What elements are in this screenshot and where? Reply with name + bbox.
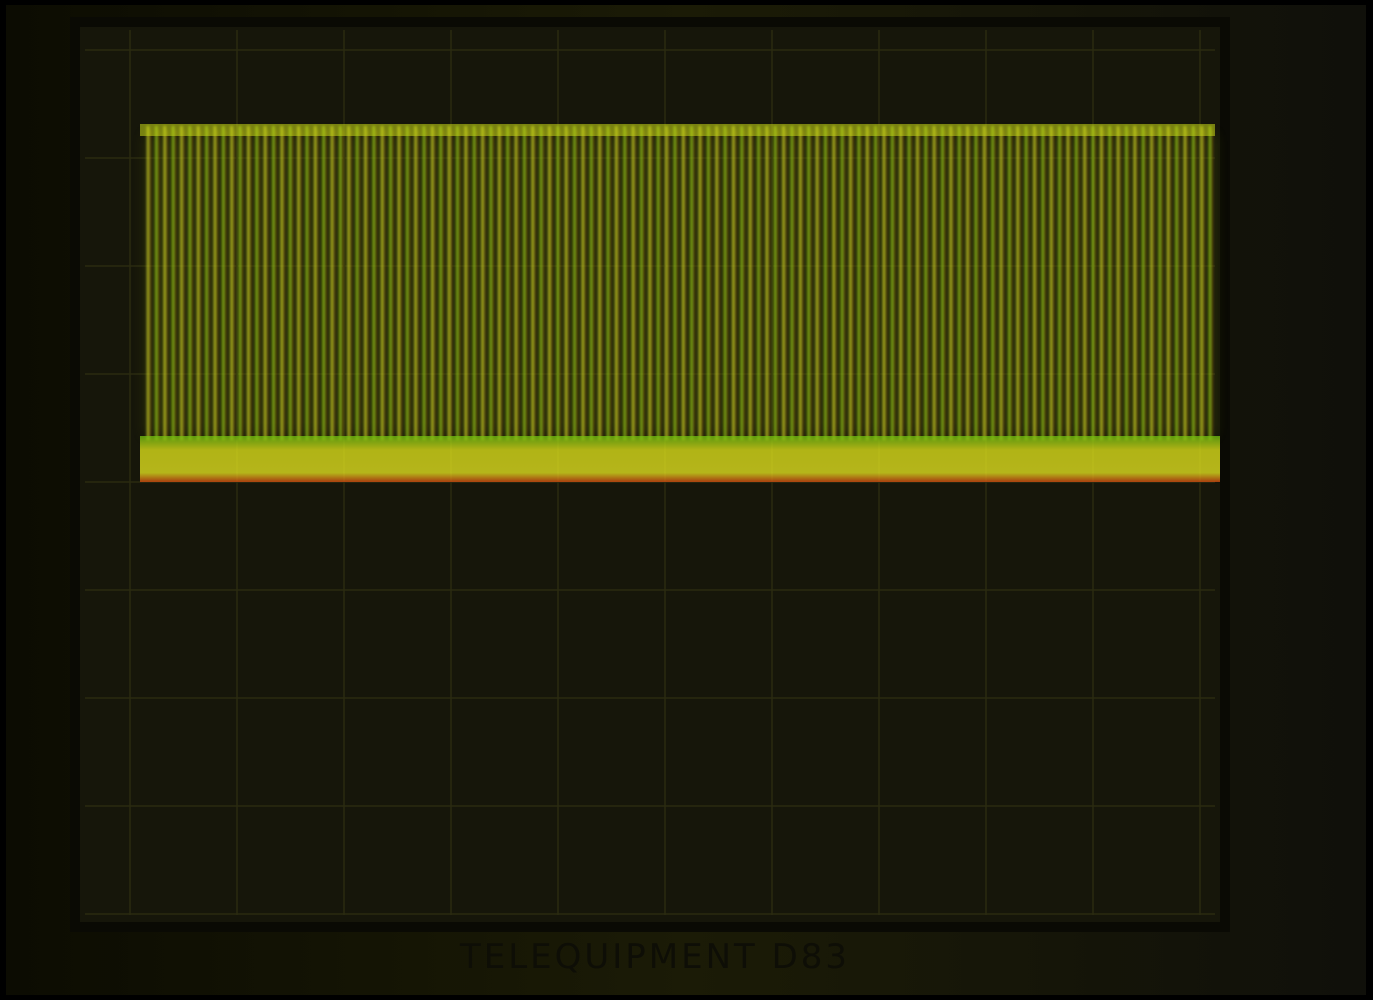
brand-label: TELEQUIPMENT D83	[459, 937, 850, 977]
lower-band	[140, 436, 1220, 482]
trace-haze	[145, 135, 1215, 435]
upper-trace	[140, 124, 1215, 136]
pulse-train	[146, 126, 1213, 440]
